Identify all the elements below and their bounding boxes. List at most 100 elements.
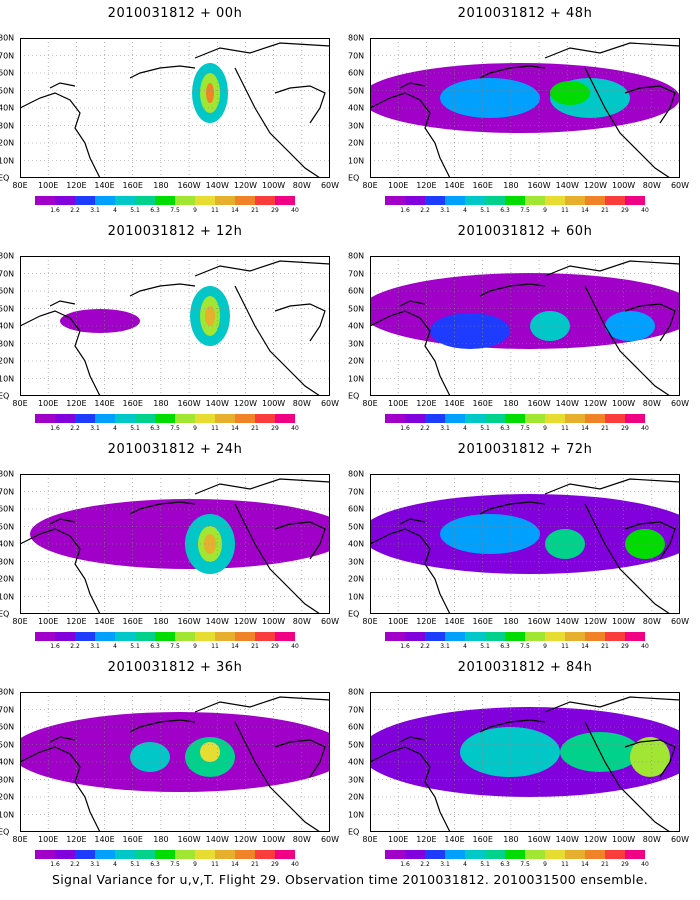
y-tick-label: 60N — [0, 68, 15, 78]
colorbar-swatch — [465, 632, 485, 641]
x-tick-label: 120E — [416, 399, 437, 408]
colorbar-label: 7.5 — [170, 425, 180, 432]
colorbar-swatch — [75, 632, 95, 641]
x-tick-label: 100W — [612, 617, 636, 626]
colorbar-swatch — [565, 850, 585, 859]
coastline — [129, 283, 196, 297]
colorbar-label: 6.3 — [150, 643, 160, 650]
coastline — [544, 260, 680, 277]
colorbar-label: 4 — [113, 207, 117, 214]
colorbar-swatch — [425, 414, 445, 423]
coastline — [194, 260, 330, 277]
x-tick-label: 140E — [94, 181, 115, 190]
x-tick-label: 100E — [38, 617, 59, 626]
coastline — [49, 82, 76, 89]
colorbar-swatch — [625, 632, 645, 641]
coastline — [544, 42, 680, 59]
colorbar-label: 7.5 — [520, 425, 530, 432]
colorbar-swatch — [55, 632, 75, 641]
colorbar-swatch — [75, 850, 95, 859]
coastline — [584, 285, 671, 396]
colorbar-label: 11 — [561, 861, 569, 868]
coastline — [20, 528, 101, 614]
coastline — [544, 696, 680, 713]
colorbar-swatch — [445, 850, 465, 859]
map-frame — [20, 38, 330, 178]
coastline — [624, 85, 676, 124]
colorbar-label: 40 — [641, 643, 649, 650]
coastline — [20, 310, 101, 396]
y-tick-label: 80N — [0, 251, 15, 261]
colorbar-label: 4 — [463, 425, 467, 432]
colorbar-swatch — [465, 850, 485, 859]
y-tick-label: 50N — [0, 304, 15, 313]
y-tick-label: 40N — [0, 321, 15, 331]
variance-contour — [550, 81, 590, 105]
x-tick-label: 120E — [66, 835, 87, 844]
map-frame — [370, 474, 680, 614]
x-tick-label: 60W — [320, 835, 340, 844]
colorbar-swatch — [445, 632, 465, 641]
panel-title: 2010031812 + 00h — [107, 6, 243, 21]
colorbar-swatch — [405, 632, 425, 641]
y-tick-label: EQ — [348, 391, 360, 401]
x-tick-label: 120E — [416, 835, 437, 844]
map-panel: 2010031812 + 00h EQ 10N 20N 30N 40N 50N 60N 70N 8… — [0, 0, 350, 215]
colorbar-swatch — [425, 196, 445, 205]
map-panel: 2010031812 + 48h EQ 10N 20N 30N 40N 50N 60N 70N 8… — [348, 0, 700, 215]
colorbar-label: 21 — [251, 207, 259, 214]
colorbar-label: 6.3 — [500, 643, 510, 650]
x-tick-label: 80W — [292, 181, 311, 190]
x-tick-label: 120E — [66, 181, 87, 190]
y-tick-label: 50N — [348, 86, 365, 95]
x-tick-label: 80W — [642, 399, 661, 408]
x-tick-label: 160E — [122, 617, 143, 626]
variance-contour — [625, 529, 665, 559]
colorbar-swatch — [235, 414, 255, 423]
colorbar-label: 1.6 — [50, 861, 60, 868]
contour-map — [370, 692, 680, 832]
x-tick-label: 160E — [122, 181, 143, 190]
coastline — [479, 65, 546, 79]
variance-contour — [30, 499, 330, 569]
y-tick-label: 50N — [0, 522, 15, 531]
colorbar-label: 3.1 — [90, 425, 100, 432]
x-tick-label: 100W — [612, 181, 636, 190]
colorbar-label: 11 — [561, 207, 569, 214]
colorbar-label: 4 — [463, 643, 467, 650]
x-tick-label: 100E — [38, 181, 59, 190]
panel-title: 2010031812 + 12h — [107, 224, 243, 239]
y-tick-label: 40N — [348, 321, 365, 331]
x-tick-label: 100W — [262, 181, 286, 190]
colorbar-swatch — [75, 414, 95, 423]
x-tick-label: 140E — [94, 835, 115, 844]
colorbar-label: 4 — [113, 861, 117, 868]
variance-contour — [204, 534, 216, 554]
colorbar-swatch — [35, 196, 55, 205]
colorbar-label: 6.3 — [150, 425, 160, 432]
map-frame — [20, 256, 330, 396]
x-tick-label: 160W — [527, 835, 551, 844]
colorbar-label: 11 — [211, 207, 219, 214]
colorbar-swatch — [525, 850, 545, 859]
x-tick-label: 120W — [583, 617, 608, 626]
colorbar-swatch — [175, 414, 195, 423]
y-tick-label: 10N — [0, 374, 15, 383]
map-frame — [370, 256, 680, 396]
x-tick-label: 180 — [503, 835, 519, 844]
colorbar-swatch — [275, 414, 295, 423]
colorbar-swatch — [605, 196, 625, 205]
coastline — [624, 303, 676, 342]
colorbar — [385, 196, 645, 205]
colorbar-swatch — [195, 850, 215, 859]
colorbar-swatch — [195, 196, 215, 205]
x-tick-label: 80W — [292, 835, 311, 844]
y-tick-label: EQ — [0, 609, 10, 619]
variance-contour — [20, 712, 330, 792]
colorbar-swatch — [235, 196, 255, 205]
colorbar-label: 9 — [193, 643, 197, 650]
coastline — [624, 521, 676, 560]
colorbar-label: 29 — [621, 207, 629, 214]
colorbar-label: 2.2 — [420, 207, 430, 214]
colorbar-swatch — [135, 196, 155, 205]
